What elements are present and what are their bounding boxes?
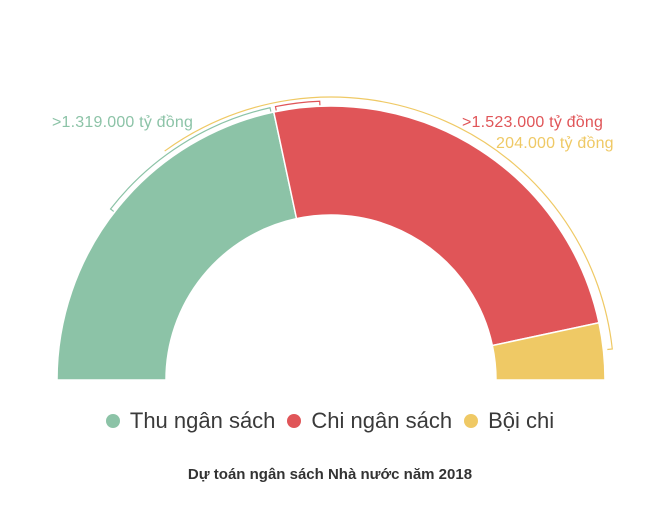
legend-label: Bội chi — [488, 408, 555, 433]
chart-caption: Dự toán ngân sách Nhà nước năm 2018 — [187, 466, 473, 483]
bracket-0 — [109, 107, 272, 212]
bracket-1 — [274, 100, 321, 111]
slice-thu-ngân-sách[interactable] — [56, 111, 298, 381]
legend-label: Chi ngân sách — [311, 408, 453, 433]
chart-legend: Thu ngân sách Chi ngân sách Bội chi — [0, 408, 660, 434]
slice-bội-chi[interactable] — [491, 321, 606, 381]
legend-dot-icon — [105, 414, 120, 428]
legend-item-thu-ngan-sach[interactable]: Thu ngân sách — [105, 408, 276, 434]
bracket-2 — [164, 96, 613, 351]
label-chi-ngan-sach: >1.523.000 tỷ đồng — [462, 114, 604, 131]
legend-item-chi-ngan-sach[interactable]: Chi ngân sách — [287, 408, 452, 434]
legend-dot-icon — [464, 414, 479, 428]
legend-label: Thu ngân sách — [129, 408, 276, 433]
legend-item-boi-chi[interactable]: Bội chi — [464, 408, 554, 434]
legend-dot-icon — [287, 414, 302, 428]
label-brackets — [109, 96, 613, 351]
slice-chi-ngân-sách[interactable] — [272, 105, 600, 347]
label-thu-ngan-sach: >1.319.000 tỷ đồng — [52, 114, 194, 131]
label-boi-chi: 204.000 tỷ đồng — [496, 135, 614, 152]
chart-slices — [56, 105, 606, 381]
